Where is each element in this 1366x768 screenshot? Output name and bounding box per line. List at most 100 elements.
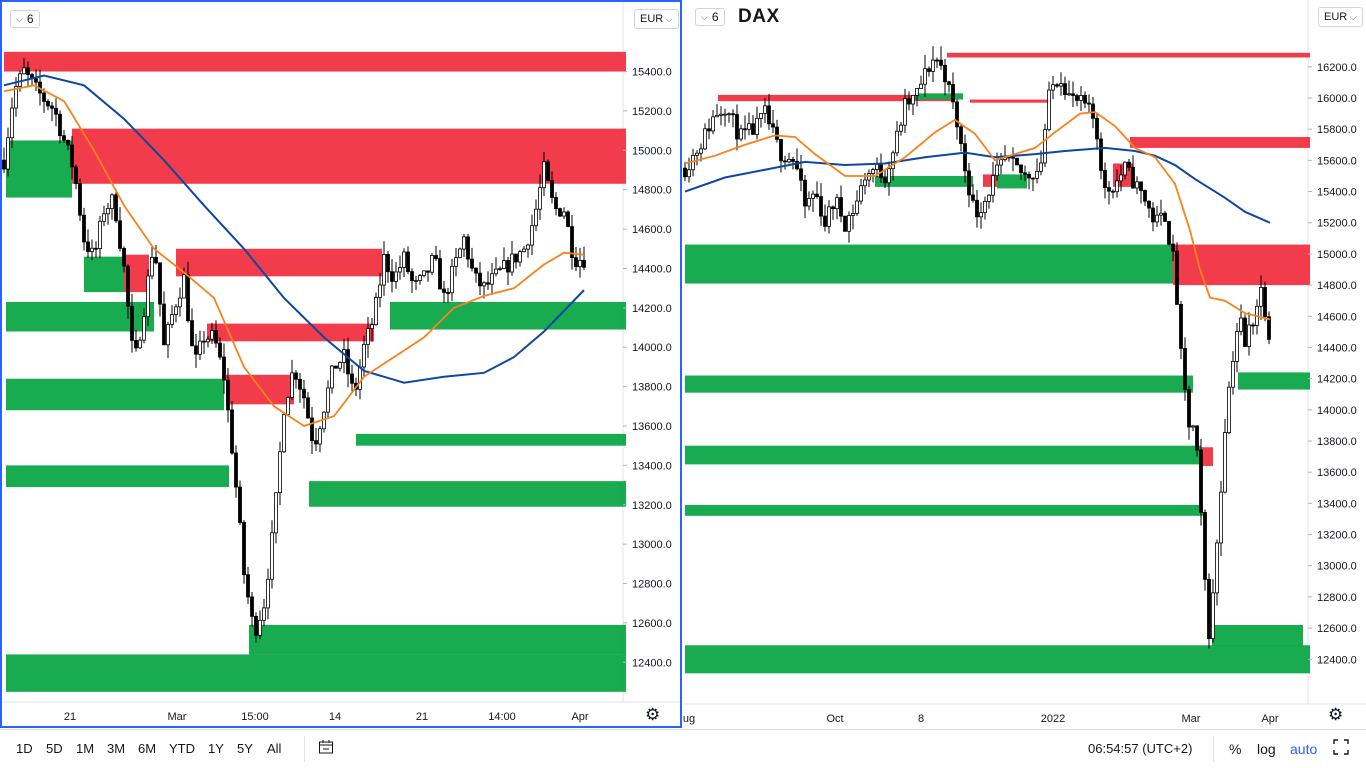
candle-body xyxy=(1067,93,1071,96)
candle-body xyxy=(1123,161,1127,176)
candle-body xyxy=(1019,164,1023,174)
demand-zone xyxy=(356,433,626,446)
interval-badge-right[interactable]: ⌵ 6 xyxy=(695,8,725,26)
demand-zone xyxy=(390,301,626,330)
time-tick-label: Mar xyxy=(1182,713,1201,725)
candlestick-chart-right[interactable]: 16200.0 16000.0 15800.0 15600.0 15400.0 15200… xyxy=(683,0,1366,728)
demand-zone xyxy=(1238,372,1310,390)
candle-body xyxy=(1235,331,1239,362)
range-button-1d[interactable]: 1D xyxy=(16,741,33,756)
candle-body xyxy=(310,417,314,442)
price-tick-label: 12800.0 xyxy=(1317,592,1357,604)
gear-icon[interactable]: ⚙ xyxy=(645,705,661,724)
candle-body xyxy=(1139,181,1143,191)
candle-body xyxy=(462,236,466,250)
candle-body xyxy=(1191,425,1195,428)
range-button-3m[interactable]: 3M xyxy=(107,741,126,756)
range-button-5d[interactable]: 5D xyxy=(46,741,63,756)
demand-zone xyxy=(997,174,1027,189)
ma-fast-line xyxy=(3,84,585,427)
candle-body xyxy=(334,365,338,369)
supply-zone xyxy=(72,128,626,184)
time-tick-label: Mar xyxy=(168,711,187,723)
candle-body xyxy=(358,366,362,390)
candle-body xyxy=(182,274,186,299)
supply-zone xyxy=(4,51,626,72)
candle-body xyxy=(326,387,330,413)
candle-body xyxy=(1167,221,1171,245)
range-button-ytd[interactable]: YTD xyxy=(169,741,195,756)
candle-body xyxy=(54,107,58,115)
candle-body xyxy=(759,113,763,119)
time-tick-label: Apr xyxy=(571,711,588,723)
supply-zone xyxy=(947,52,1310,58)
log-scale-toggle[interactable]: log xyxy=(1257,741,1276,757)
candle-body xyxy=(502,260,506,269)
candle-body xyxy=(146,275,150,318)
candle-body xyxy=(767,105,771,125)
currency-label: EUR xyxy=(640,13,664,25)
interval-badge-left[interactable]: ⌵ 6 xyxy=(10,10,40,28)
candle-body xyxy=(218,342,222,358)
candle-body xyxy=(414,280,418,282)
range-button-all[interactable]: All xyxy=(267,741,282,756)
currency-button-right[interactable]: EUR ⌵ xyxy=(1318,7,1363,27)
candle-body xyxy=(390,271,394,282)
candle-body xyxy=(170,314,174,325)
candle-body xyxy=(803,179,807,207)
candle-body xyxy=(70,144,74,168)
candle-body xyxy=(1175,250,1179,305)
candle-body xyxy=(875,163,879,170)
candle-body xyxy=(430,255,434,273)
calendar-range-icon[interactable] xyxy=(318,739,334,758)
candle-body xyxy=(735,114,739,140)
candle-body xyxy=(174,306,178,315)
candle-body xyxy=(266,578,270,609)
candle-body xyxy=(1147,200,1151,209)
price-tick-label: 13600.0 xyxy=(1317,467,1357,479)
candle-body xyxy=(963,143,967,172)
fullscreen-icon[interactable] xyxy=(1333,739,1349,758)
gear-icon[interactable]: ⚙ xyxy=(1328,705,1344,724)
ma-slow-line xyxy=(684,146,1271,224)
currency-button-left[interactable]: EUR ⌵ xyxy=(634,9,679,29)
range-button-1y[interactable]: 1Y xyxy=(208,741,224,756)
candle-body xyxy=(510,253,514,273)
candle-body xyxy=(1199,449,1203,513)
chart-pane-right[interactable]: 16200.0 16000.0 15800.0 15600.0 15400.0 15200… xyxy=(683,0,1366,728)
price-tick-label: 14800.0 xyxy=(632,185,672,197)
percent-scale-toggle[interactable]: % xyxy=(1229,741,1242,757)
candlestick-chart-left[interactable]: 15400.0 15200.0 15000.0 14800.0 14600.0 14400… xyxy=(2,2,680,726)
auto-scale-toggle[interactable]: auto xyxy=(1290,741,1318,757)
candle-body xyxy=(162,303,166,346)
candle-body xyxy=(130,305,134,341)
candle-body xyxy=(1151,207,1155,223)
candle-body xyxy=(795,161,799,170)
candle-body xyxy=(298,378,302,390)
candle-body xyxy=(1203,512,1207,580)
range-button-1m[interactable]: 1M xyxy=(76,741,95,756)
candle-body xyxy=(1111,190,1115,193)
candle-body xyxy=(542,161,546,189)
candle-body xyxy=(983,201,987,213)
candle-body xyxy=(703,128,707,150)
candle-body xyxy=(911,95,915,105)
demand-zone xyxy=(84,256,124,293)
candle-body xyxy=(1051,84,1055,91)
candle-body xyxy=(1211,592,1215,640)
candle-body xyxy=(426,270,430,273)
range-button-5y[interactable]: 5Y xyxy=(237,741,253,756)
clock-readout[interactable]: 06:54:57 (UTC+2) xyxy=(1088,741,1193,756)
currency-label: EUR xyxy=(1324,11,1348,23)
time-tick-label: 14 xyxy=(329,711,341,723)
candle-body xyxy=(939,59,943,66)
range-button-6m[interactable]: 6M xyxy=(138,741,157,756)
candle-body xyxy=(835,197,839,210)
chart-pane-left[interactable]: 15400.0 15200.0 15000.0 14800.0 14600.0 14400… xyxy=(0,0,682,728)
candle-body xyxy=(1183,348,1187,390)
candle-body xyxy=(222,356,226,381)
candle-body xyxy=(823,215,827,227)
candle-body xyxy=(771,123,775,128)
candle-body xyxy=(366,328,370,345)
candle-body xyxy=(518,251,522,263)
